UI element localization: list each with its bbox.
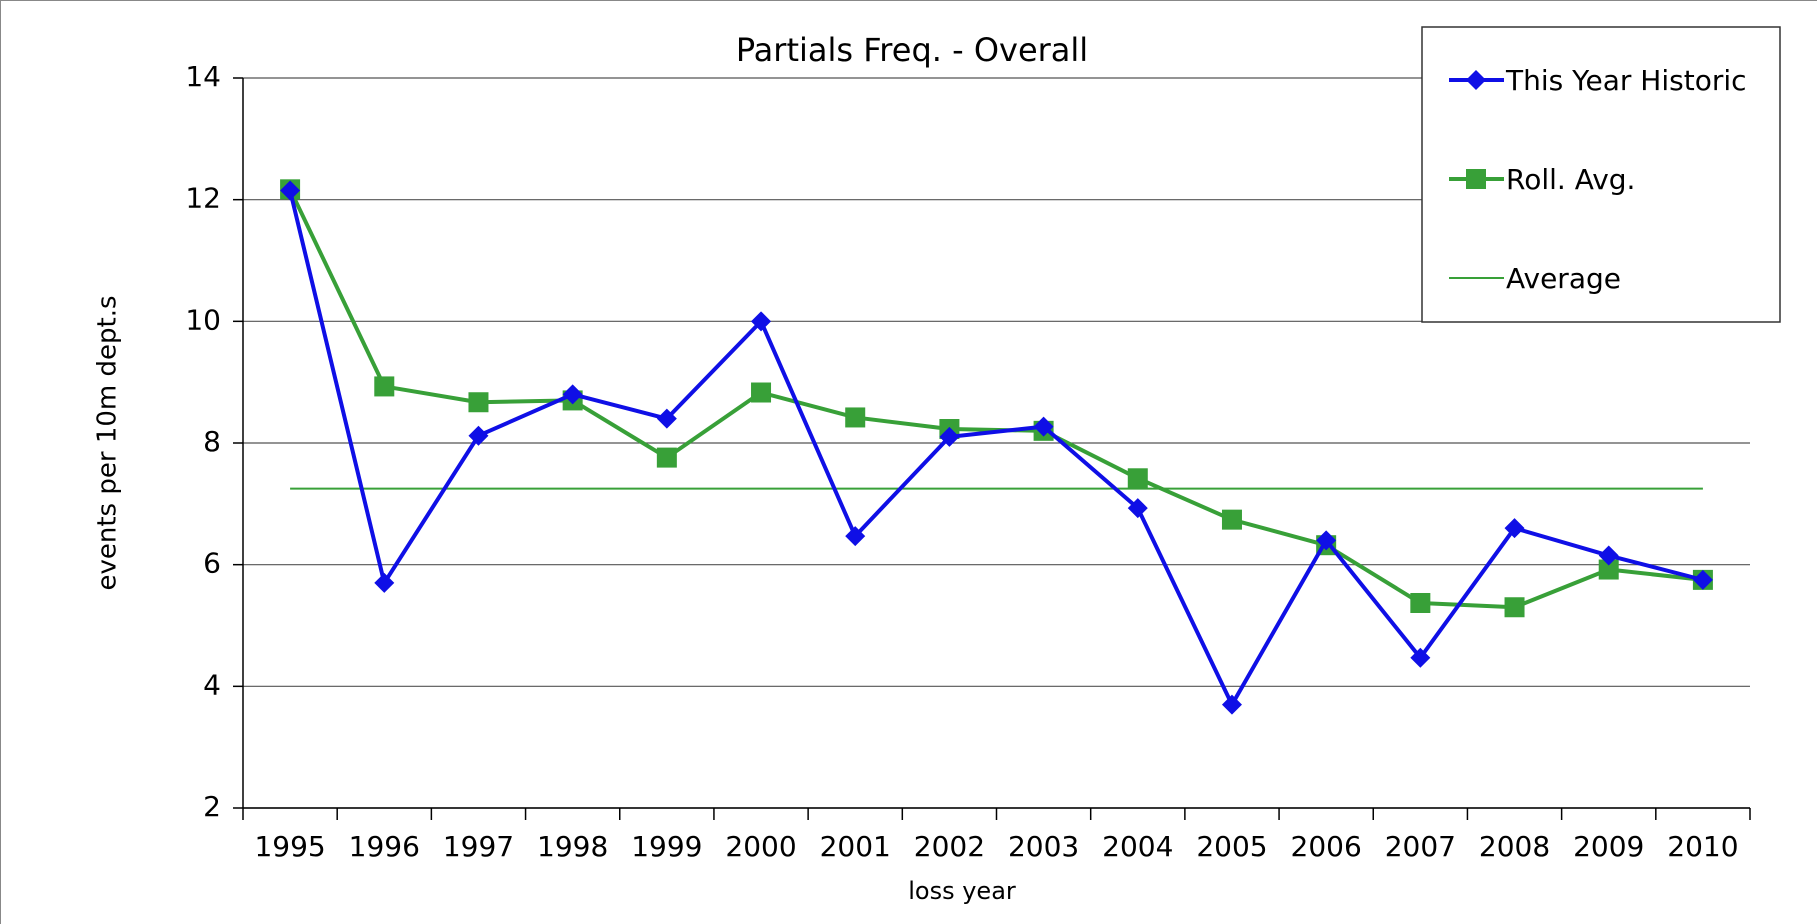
y-tick-label: 8 [203, 425, 221, 458]
x-tick-label: 1997 [443, 830, 514, 863]
data-point [1410, 592, 1431, 613]
data-point [939, 426, 960, 447]
data-point [1410, 647, 1431, 668]
x-tick-label: 2003 [1008, 830, 1079, 863]
x-tick-label: 2008 [1479, 830, 1550, 863]
data-point [1127, 468, 1148, 489]
data-point [374, 376, 395, 397]
data-point [845, 407, 866, 428]
data-point [468, 392, 489, 413]
data-point [1033, 416, 1054, 437]
data-point [845, 526, 866, 547]
x-tick-label: 1995 [254, 830, 325, 863]
data-point [1221, 694, 1242, 715]
x-tick-label: 1999 [631, 830, 702, 863]
data-point [656, 408, 677, 429]
data-point [751, 311, 772, 332]
y-axis-label: events per 10m dept.s [93, 295, 123, 590]
x-tick-label: 2004 [1102, 830, 1173, 863]
x-tick-label: 1998 [537, 830, 608, 863]
data-point [1127, 498, 1148, 519]
y-tick-label: 12 [185, 182, 221, 215]
data-point [1504, 597, 1525, 618]
data-point [468, 425, 489, 446]
x-tick-label: 2007 [1385, 830, 1456, 863]
series-line [288, 190, 1704, 707]
data-point [656, 447, 677, 468]
x-axis-label: loss year [908, 877, 1016, 905]
data-point [1692, 569, 1713, 590]
legend-label: Average [1506, 262, 1621, 295]
chart-title: Partials Freq. - Overall [736, 31, 1088, 69]
x-tick-label: 2006 [1291, 830, 1362, 863]
data-point [1598, 545, 1619, 566]
y-tick-label: 10 [185, 303, 221, 336]
legend-label: Roll. Avg. [1506, 163, 1635, 196]
y-tick-label: 2 [203, 790, 221, 823]
x-tick-label: 1996 [349, 830, 420, 863]
x-tick-label: 2005 [1196, 830, 1267, 863]
y-tick-label: 14 [185, 60, 221, 93]
y-tick-label: 6 [203, 547, 221, 580]
legend-label: This Year Historic [1505, 64, 1747, 97]
y-tick-label: 4 [203, 668, 221, 701]
legend-marker [1466, 169, 1486, 189]
data-point [1504, 518, 1525, 539]
data-point [280, 180, 301, 201]
data-point [1221, 509, 1242, 530]
data-point [1316, 530, 1337, 551]
x-tick-label: 2002 [914, 830, 985, 863]
x-tick-label: 2010 [1667, 830, 1738, 863]
data-point [1598, 559, 1619, 580]
data-point [374, 572, 395, 593]
x-tick-label: 2009 [1573, 830, 1644, 863]
legend-marker [1466, 70, 1486, 90]
data-point [751, 382, 772, 403]
data-point [562, 384, 583, 405]
x-tick-label: 2001 [820, 830, 891, 863]
x-tick-label: 2000 [725, 830, 796, 863]
